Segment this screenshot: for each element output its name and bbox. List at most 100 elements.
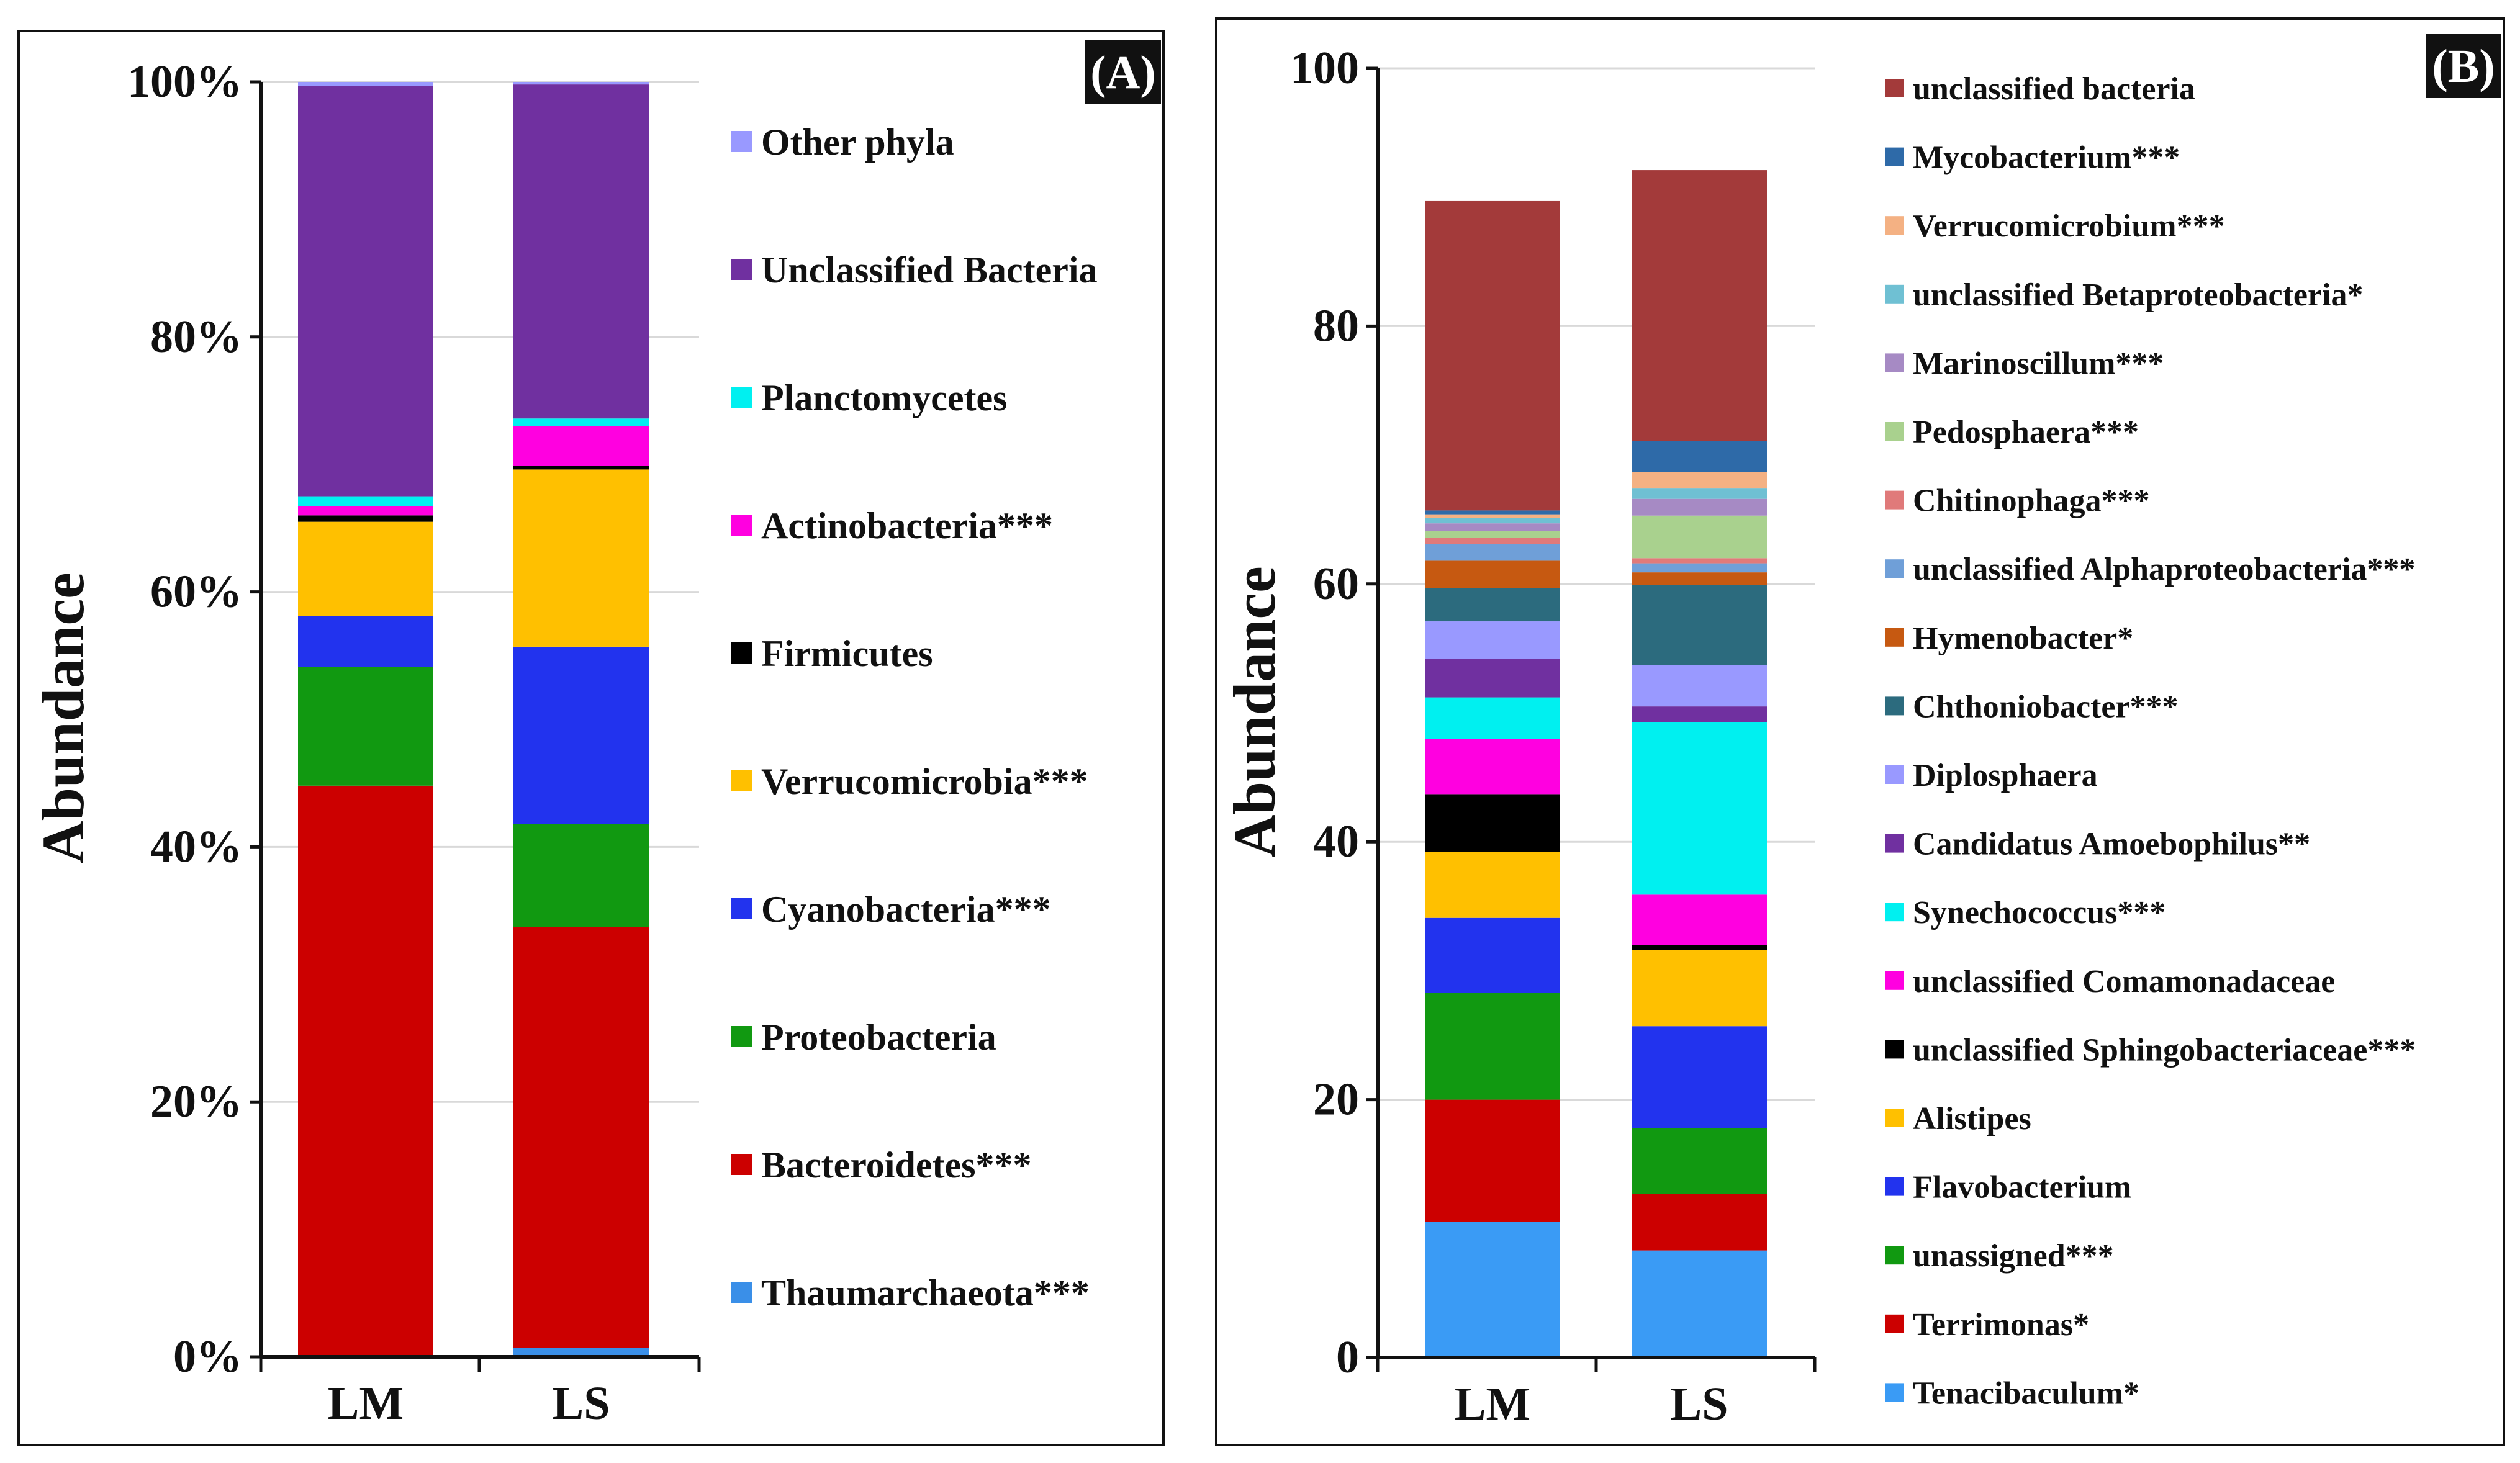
legend-label: Pedosphaera*** [1913, 415, 2139, 450]
legend-label: Thaumarchaeota*** [761, 1272, 1090, 1313]
legend-swatch [731, 642, 752, 664]
y-tick-label: 20 [1313, 1074, 1359, 1125]
legend-swatch [1885, 1246, 1904, 1265]
legend-swatch [1885, 353, 1904, 372]
legend-item-unassigned: unassigned*** [1885, 1238, 2114, 1274]
legend-item-other-phyla: Other phyla [731, 122, 954, 163]
bar-segment-ls-verrucomicrobium [1632, 472, 1767, 489]
bar-segment-ls-unclassified-comamonadaceae [1632, 894, 1767, 945]
legend-swatch [731, 770, 752, 791]
legend-swatch [1885, 79, 1904, 97]
bar-segment-ls-unassigned [1632, 1128, 1767, 1194]
bar-segment-lm-mycobacterium [1425, 510, 1560, 515]
legend-item-proteobacteria: Proteobacteria [731, 1017, 996, 1058]
bar-segment-lm-marinoscillum [1425, 523, 1560, 531]
bar-segment-ls-marinoscillum [1632, 498, 1767, 516]
legend-item-diplosphaera: Diplosphaera [1885, 758, 2098, 793]
bar-segment-lm-unclassified-alphaproteobacteria [1425, 544, 1560, 561]
x-tick-label-lm: LM [1455, 1378, 1530, 1430]
bar-segment-lm-unclassified-betaproteobacteria [1425, 518, 1560, 524]
bar-segment-lm-hymenobacter [1425, 560, 1560, 588]
legend-item-flavobacterium: Flavobacterium [1885, 1170, 2131, 1205]
legend-swatch [1885, 1109, 1904, 1127]
legend-item-firmicutes: Firmicutes [731, 633, 933, 674]
legend-swatch [1885, 628, 1904, 647]
bar-segment-ls-hymenobacter [1632, 572, 1767, 585]
legend-swatch [1885, 971, 1904, 990]
y-tick-label: 60% [150, 567, 242, 618]
bar-segment-lm-synechococcus [1425, 697, 1560, 739]
bar-segment-ls-proteobacteria [513, 824, 649, 927]
bar-segment-lm-verrucomicrobia [298, 521, 433, 616]
bar-segment-lm-unclassified-bacteria [1425, 200, 1560, 511]
legend-swatch [1885, 216, 1904, 235]
panel-a: 0% 20% 40% 60% 80% 100% LM LS Other phyla Unclas… [17, 30, 1165, 1446]
legend-label: unclassified bacteria [1913, 71, 2195, 107]
bar-segment-lm-proteobacteria [298, 667, 433, 786]
y-tick-label: 40% [150, 821, 242, 872]
legend-label: Mycobacterium*** [1913, 140, 2180, 176]
legend-label: Diplosphaera [1913, 758, 2098, 793]
legend-swatch [731, 259, 752, 280]
panel-b-label: (B) [2432, 40, 2495, 92]
bar-segment-lm-chitinophaga [1425, 538, 1560, 544]
bar-segment-ls-cyanobacteria [513, 646, 649, 824]
y-tick-label: 100 [1290, 43, 1359, 94]
bar-segment-lm-unclassified-sphingobacteriaceae [1425, 794, 1560, 852]
x-tick-label-ls: LS [553, 1377, 610, 1429]
bar-segment-ls-actinobacteria [513, 426, 649, 466]
y-tick-label: 0% [173, 1331, 242, 1382]
legend-item-unclassified-alphaproteobacteria: unclassified Alphaproteobacteria*** [1885, 552, 2415, 587]
legend-label: Verrucomicrobium*** [1913, 209, 2225, 244]
x-tick-label-ls: LS [1671, 1378, 1728, 1430]
legend-label: Chthoniobacter*** [1913, 689, 2179, 724]
legend-item-mycobacterium: Mycobacterium*** [1885, 140, 2180, 176]
legend-item-terrimonas: Terrimonas* [1885, 1307, 2089, 1343]
bar-segment-lm-chthoniobacter [1425, 588, 1560, 622]
legend-label: unclassified Betaproteobacteria* [1913, 277, 2364, 313]
bar-segment-ls-unclassified-bacteria [1632, 170, 1767, 441]
bar-segment-lm-bacteroidetes [298, 785, 433, 1356]
legend-swatch [731, 387, 752, 408]
legend-label: Actinobacteria*** [761, 505, 1053, 546]
panel-b: 0 20 40 60 80 100 LM LS unclassified bacteria My… [1215, 17, 2505, 1446]
y-axis-title-a: Abundance [30, 572, 96, 864]
legend-item-unclassified-comamonadaceae: unclassified Comamonadaceae [1885, 964, 2335, 999]
legend-label: Candidatus Amoebophilus** [1913, 827, 2310, 862]
bar-segment-ls-candidatus-amoebophilus [1632, 706, 1767, 722]
legend-swatch [1885, 696, 1904, 716]
legend-swatch [1885, 490, 1904, 510]
bar-segment-lm-tenacibaculum [1425, 1222, 1560, 1357]
bar-segment-lm-flavobacterium [1425, 917, 1560, 993]
legend-label: Planctomycetes [761, 377, 1008, 418]
legend-swatch [1885, 284, 1904, 304]
bar-segment-ls-diplosphaera [1632, 665, 1767, 707]
legend-item-pedosphaera: Pedosphaera*** [1885, 415, 2139, 450]
bar-segment-ls-synechococcus [1632, 722, 1767, 895]
legend-item-chitinophaga: Chitinophaga*** [1885, 484, 2149, 519]
bar-segment-ls-chthoniobacter [1632, 585, 1767, 665]
legend-label: Proteobacteria [761, 1017, 996, 1058]
bar-segment-ls-verrucomicrobia [513, 469, 649, 647]
bar-segment-ls-thaumarchaeota [513, 1348, 649, 1357]
bar-segment-ls-unclassified-betaproteobacteria [1632, 488, 1767, 499]
legend-item-actinobacteria: Actinobacteria*** [731, 505, 1053, 546]
legend-swatch [731, 131, 752, 152]
legend-label: Unclassified Bacteria [761, 250, 1098, 290]
panel-a-label: (A) [1090, 47, 1156, 99]
legend-label: unclassified Sphingobacteriaceae*** [1913, 1032, 2416, 1068]
y-tick-label: 80% [150, 312, 242, 362]
legend-item-synechococcus: Synechococcus*** [1885, 895, 2165, 930]
panel-b-tag: (B) [2426, 34, 2501, 98]
bar-segment-lm-planctomycetes [298, 496, 433, 506]
y-tick-label: 20% [150, 1076, 242, 1127]
legend-label: Hymenobacter* [1913, 621, 2133, 656]
y-axis-title-b: Abundance [1221, 566, 1288, 858]
legend-item-thaumarchaeota: Thaumarchaeota*** [731, 1272, 1090, 1313]
bar-segment-ls-other-phyla [513, 82, 649, 85]
legend-swatch [1885, 1314, 1904, 1333]
y-tick-label: 60 [1313, 559, 1359, 610]
legend-item-alistipes: Alistipes [1885, 1101, 2031, 1137]
legend-label: Verrucomicrobia*** [761, 761, 1088, 802]
legend-label: unassigned*** [1913, 1238, 2114, 1274]
